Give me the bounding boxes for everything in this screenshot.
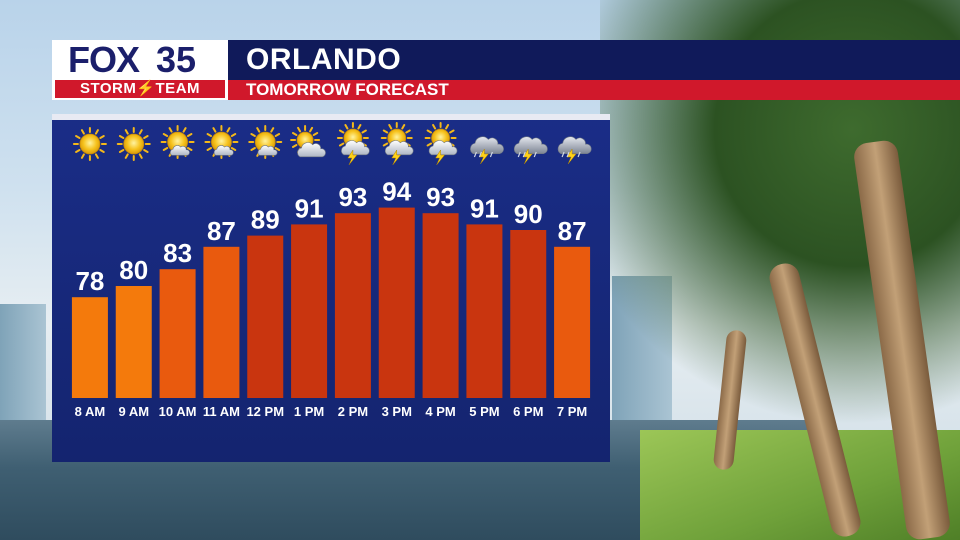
page-title: ORLANDO <box>246 43 402 76</box>
partly-cloudy-icon <box>290 125 326 158</box>
temperature-bar <box>247 235 284 398</box>
mostly-sunny-icon <box>204 125 239 159</box>
forecast-chart: 78 8 AM 80 9 AM 83 10 AM 87 11 AM 89 12 PM 91 1 PM 9… <box>71 122 592 419</box>
title-bar: ORLANDO <box>228 40 960 80</box>
temperature-label: 90 <box>514 199 543 229</box>
temperature-label: 93 <box>338 182 367 212</box>
temperature-bar <box>291 224 328 398</box>
temperature-label: 94 <box>382 177 411 207</box>
temperature-bar <box>378 207 415 398</box>
hour-label: 6 PM <box>513 404 543 419</box>
hour-label: 12 PM <box>246 404 284 419</box>
hour-label: 4 PM <box>425 404 455 419</box>
sun-cloud-thunder-icon <box>336 122 370 166</box>
hour-label: 9 AM <box>118 404 149 419</box>
logo-fox-text: FOX <box>68 39 140 80</box>
temperature-label: 87 <box>207 216 236 246</box>
temperature-label: 91 <box>470 193 499 223</box>
logo-channel-number: 35 <box>156 39 197 80</box>
temperature-label: 80 <box>119 255 148 285</box>
temperature-bar <box>159 269 196 398</box>
background-building <box>0 304 46 424</box>
station-logo: FOX 35 STORM⚡TEAM <box>52 40 228 100</box>
subtitle-bar: TOMORROW FORECAST <box>228 80 960 100</box>
logo-storm-team: STORM⚡TEAM <box>55 80 225 98</box>
sun-cloud-thunder-icon <box>380 122 414 166</box>
sun-icon <box>116 127 151 161</box>
temperature-bar <box>466 224 503 398</box>
page-subtitle: TOMORROW FORECAST <box>246 80 449 99</box>
temperature-bar <box>203 246 240 398</box>
temperature-bar <box>334 213 371 398</box>
temperature-bar <box>510 230 547 398</box>
temperature-label: 93 <box>426 182 455 212</box>
thunderstorm-icon <box>513 136 548 165</box>
thunderstorm-icon <box>470 136 504 165</box>
temperature-bar <box>554 246 591 398</box>
temperature-label: 87 <box>558 216 587 246</box>
temperature-label: 83 <box>163 238 192 268</box>
sun-icon <box>72 127 107 161</box>
hour-label: 11 AM <box>203 404 240 419</box>
temperature-bar <box>422 213 459 398</box>
thunderstorm-icon <box>557 136 592 165</box>
temperature-label: 89 <box>251 205 280 235</box>
hour-label: 10 AM <box>159 404 197 419</box>
temperature-label: 78 <box>75 266 104 296</box>
temperature-bar <box>115 286 152 398</box>
mostly-sunny-icon <box>160 125 195 159</box>
hour-label: 3 PM <box>382 404 412 419</box>
temperature-bar <box>71 297 108 398</box>
forecast-chart-panel: 78 8 AM 80 9 AM 83 10 AM 87 11 AM 89 12 PM 91 1 PM 9… <box>52 114 610 462</box>
hour-label: 1 PM <box>294 404 324 419</box>
hour-label: 5 PM <box>469 404 499 419</box>
hour-label: 8 AM <box>75 404 106 419</box>
hour-label: 7 PM <box>557 404 587 419</box>
mostly-sunny-icon <box>248 125 283 159</box>
temperature-label: 91 <box>295 193 324 223</box>
sun-cloud-thunder-icon <box>424 122 458 166</box>
hour-label: 2 PM <box>338 404 368 419</box>
